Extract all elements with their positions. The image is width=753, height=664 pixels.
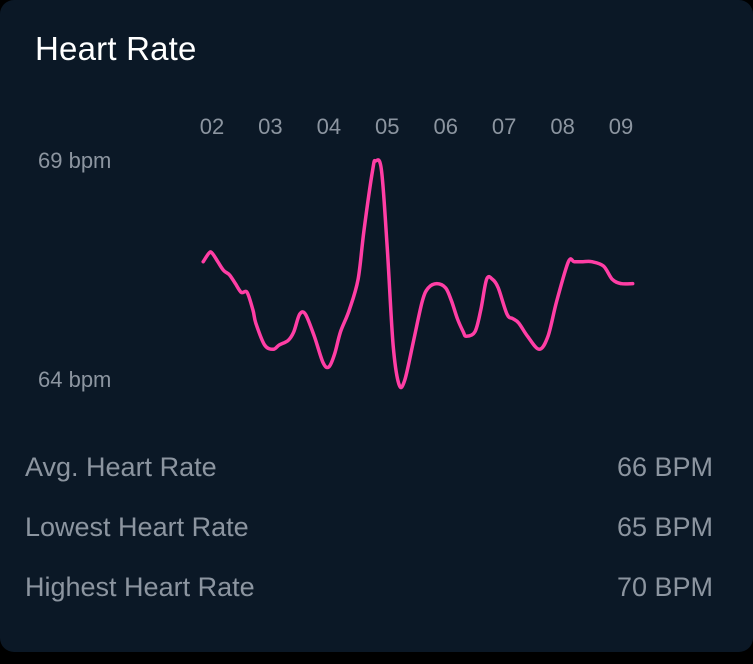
y-axis-label: 69 bpm xyxy=(38,148,111,173)
x-tick-label: 02 xyxy=(200,114,224,139)
highest-heart-rate-value: 70 BPM xyxy=(616,572,713,602)
x-tick-label: 08 xyxy=(550,114,574,139)
series-group xyxy=(201,158,635,390)
lowest-heart-rate-label: Lowest Heart Rate xyxy=(25,512,249,542)
bottom-bar xyxy=(0,652,753,664)
heart-rate-series-line xyxy=(201,158,635,390)
x-tick-label: 09 xyxy=(609,114,633,139)
card-title: Heart Rate xyxy=(35,30,197,67)
x-tick-label: 04 xyxy=(317,114,341,139)
avg-heart-rate-value: 66 BPM xyxy=(616,452,713,482)
x-tick-label: 07 xyxy=(492,114,516,139)
x-axis-ticks: 02 03 04 05 06 07 08 09 xyxy=(200,114,633,139)
highest-heart-rate-label: Highest Heart Rate xyxy=(25,572,255,602)
stat-row-avg: Avg. Heart Rate 66 BPM xyxy=(25,452,713,486)
x-tick-label: 03 xyxy=(258,114,282,139)
lowest-heart-rate-value: 65 BPM xyxy=(616,512,713,542)
heart-rate-chart-svg: 02 03 04 05 06 07 08 09 69 bpm 64 bpm xyxy=(38,114,635,392)
y-axis-label: 64 bpm xyxy=(38,367,111,392)
stat-row-lowest: Lowest Heart Rate 65 BPM xyxy=(25,512,713,546)
x-tick-label: 05 xyxy=(375,114,399,139)
y-axis-labels: 69 bpm 64 bpm xyxy=(38,148,111,392)
x-tick-label: 06 xyxy=(433,114,457,139)
stat-row-highest: Highest Heart Rate 70 BPM xyxy=(25,572,713,606)
avg-heart-rate-label: Avg. Heart Rate xyxy=(25,452,217,482)
heart-rate-chart: 02 03 04 05 06 07 08 09 69 bpm 64 bpm xyxy=(0,95,753,415)
